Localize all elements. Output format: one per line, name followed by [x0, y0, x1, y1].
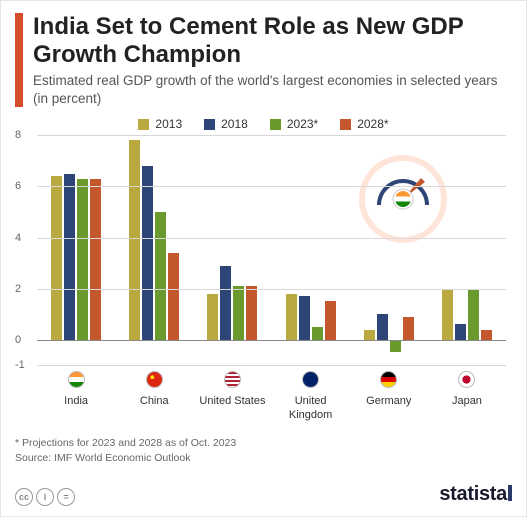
bar: [468, 135, 479, 365]
y-tick-label: 2: [15, 283, 21, 295]
flag-icon: [68, 371, 85, 388]
bar: [155, 135, 166, 365]
cc-icon: i: [36, 488, 54, 506]
x-tick: United States: [193, 371, 271, 422]
y-tick-label: -1: [15, 359, 25, 371]
x-tick: Japan: [428, 371, 506, 422]
x-axis: IndiaChinaUnited StatesUnited KingdomGer…: [37, 371, 506, 422]
bar: [286, 135, 297, 365]
bar: [246, 135, 257, 365]
india-flag-icon: [395, 191, 411, 207]
bar-group: [115, 135, 193, 365]
bar: [233, 135, 244, 365]
y-tick-label: 6: [15, 180, 21, 192]
y-tick-label: 8: [15, 129, 21, 141]
x-tick: China: [115, 371, 193, 422]
legend-item: 2028*: [340, 117, 388, 131]
y-tick-label: 0: [15, 334, 21, 346]
bar: [220, 135, 231, 365]
brand-logo: statista: [439, 483, 512, 506]
footer: cci= statista: [15, 483, 512, 506]
cc-icon: cc: [15, 488, 33, 506]
bar: [129, 135, 140, 365]
x-tick: India: [37, 371, 115, 422]
x-tick: United Kingdom: [272, 371, 350, 422]
bar: [90, 135, 101, 365]
projection-note: * Projections for 2023 and 2028 as of Oc…: [15, 436, 512, 451]
legend-item: 2023*: [270, 117, 318, 131]
flag-icon: [458, 371, 475, 388]
chart-subtitle: Estimated real GDP growth of the world's…: [33, 72, 512, 107]
bar: [481, 135, 492, 365]
legend-item: 2013: [138, 117, 182, 131]
bar-group: [272, 135, 350, 365]
gauge-decoration: [359, 155, 447, 243]
flag-icon: [146, 371, 163, 388]
legend-item: 2018: [204, 117, 248, 131]
chart-title: India Set to Cement Role as New GDP Grow…: [33, 13, 512, 68]
bar-group: [193, 135, 271, 365]
source-note: Source: IMF World Economic Outlook: [15, 451, 512, 466]
bar: [64, 135, 75, 365]
bar: [325, 135, 336, 365]
bar: [168, 135, 179, 365]
bar: [142, 135, 153, 365]
accent-bar: [15, 13, 23, 107]
legend: 2013 2018 2023* 2028*: [15, 117, 512, 131]
y-tick-label: 4: [15, 232, 21, 244]
bar: [77, 135, 88, 365]
bar-group: [37, 135, 115, 365]
bar: [299, 135, 310, 365]
flag-icon: [224, 371, 241, 388]
flag-icon: [302, 371, 319, 388]
bar: [51, 135, 62, 365]
bar: [312, 135, 323, 365]
header: India Set to Cement Role as New GDP Grow…: [15, 13, 512, 107]
flag-icon: [380, 371, 397, 388]
footnote: * Projections for 2023 and 2028 as of Oc…: [15, 436, 512, 465]
license-icons: cci=: [15, 488, 75, 506]
cc-icon: =: [57, 488, 75, 506]
bar: [207, 135, 218, 365]
chart-area: -102468: [37, 135, 506, 365]
bar: [455, 135, 466, 365]
x-tick: Germany: [350, 371, 428, 422]
